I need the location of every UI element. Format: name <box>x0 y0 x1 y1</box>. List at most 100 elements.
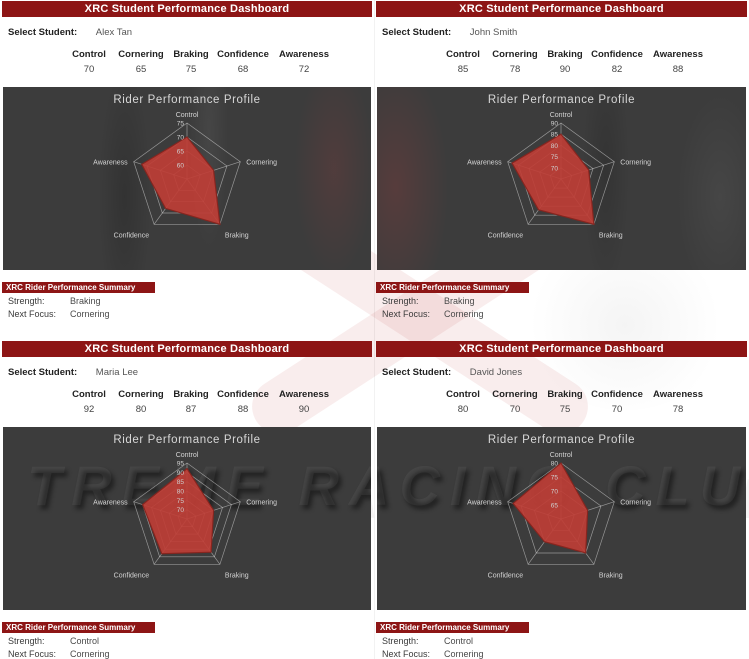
select-student-row: Select Student: Alex Tan <box>8 27 366 38</box>
next-focus-row: Next Focus: Cornering <box>2 309 374 319</box>
metric-value: 70 <box>611 404 623 415</box>
student-name-value[interactable]: Maria Lee <box>95 367 139 378</box>
metric-header: Awareness <box>653 49 703 60</box>
metric-value: 80 <box>457 404 469 415</box>
summary-title-banner: XRC Rider Performance Summary <box>376 622 529 633</box>
strength-row: Strength: Braking <box>376 296 749 306</box>
radar-chart-panel: Rider Performance Profile 75 70 65 60 Contro… <box>3 87 371 270</box>
metric-header: Braking <box>173 389 209 400</box>
metric-value: 78 <box>509 64 521 75</box>
svg-text:Confidence: Confidence <box>488 572 524 579</box>
svg-text:70: 70 <box>177 507 185 514</box>
next-focus-value: Cornering <box>70 309 110 319</box>
svg-text:Control: Control <box>550 112 573 119</box>
summary-title-banner: XRC Rider Performance Summary <box>2 282 155 293</box>
radar-chart-panel: TREME RACING CLUB Rider Performance Prof… <box>377 427 746 610</box>
metric-header: Confidence <box>591 389 643 400</box>
summary-section: XRC Rider Performance Summary Strength: … <box>0 610 374 659</box>
strength-value: Braking <box>70 296 101 306</box>
metric-header: Cornering <box>492 389 538 400</box>
svg-text:70: 70 <box>551 165 559 172</box>
svg-text:70: 70 <box>551 489 559 496</box>
next-focus-label: Next Focus: <box>382 309 431 319</box>
student-info-section: Select Student: David Jones Control 80 C… <box>374 357 749 427</box>
student-name-value[interactable]: David Jones <box>469 367 523 378</box>
metric-value: 92 <box>83 404 95 415</box>
radar-chart: 80 75 70 65 Control Cornering Braking Confidenc… <box>467 452 651 579</box>
next-focus-label: Next Focus: <box>382 649 431 659</box>
svg-text:Cornering: Cornering <box>620 500 651 507</box>
metric-header: Confidence <box>217 49 269 60</box>
radar-chart: 95 90 85 80 75 70 Control Cornering Braking Confi… <box>93 452 277 579</box>
metric-value: 65 <box>135 64 147 75</box>
next-focus-value: Cornering <box>70 649 110 659</box>
svg-text:Awareness: Awareness <box>93 160 128 167</box>
svg-text:Confidence: Confidence <box>114 232 150 239</box>
dashboard-title: XRC Student Performance Dashboard <box>459 343 664 355</box>
chart-title: Rider Performance Profile <box>487 434 636 446</box>
svg-text:75: 75 <box>551 475 559 482</box>
metric-header: Control <box>72 49 106 60</box>
metric-header: Awareness <box>279 49 329 60</box>
metric-value: 72 <box>298 64 310 75</box>
svg-text:Braking: Braking <box>599 572 623 579</box>
next-focus-row: Next Focus: Cornering <box>2 649 374 659</box>
quadrant-divider <box>374 0 375 659</box>
metric-header: Cornering <box>492 49 538 60</box>
dashboard-title: XRC Student Performance Dashboard <box>84 3 290 15</box>
strength-label: Strength: <box>382 296 419 306</box>
student-dashboard-panel: XRC Student Performance Dashboard Select… <box>0 340 374 659</box>
next-focus-row: Next Focus: Cornering <box>376 649 749 659</box>
svg-text:Braking: Braking <box>225 232 249 239</box>
strength-label: Strength: <box>8 296 45 306</box>
summary-section: XRC Rider Performance Summary Strength: … <box>374 270 749 340</box>
metrics-table: Control 70 Cornering 65 Braking 75 Confi… <box>66 49 366 75</box>
metric-column-braking: Braking 75 <box>170 49 212 75</box>
metrics-table: Control 92 Cornering 80 Braking 87 Confi… <box>66 389 366 415</box>
strength-label: Strength: <box>382 636 419 646</box>
radar-chart: 75 70 65 60 Control Cornering Braking Confidenc… <box>93 112 277 239</box>
svg-text:Awareness: Awareness <box>467 500 502 507</box>
svg-text:Cornering: Cornering <box>620 160 651 167</box>
metric-column-control: Control 80 <box>440 389 486 415</box>
select-student-label: Select Student: <box>382 27 452 38</box>
metric-column-braking: Braking 75 <box>544 389 586 415</box>
metric-column-cornering: Cornering 65 <box>114 49 168 75</box>
svg-text:Awareness: Awareness <box>467 160 502 167</box>
metric-value: 68 <box>237 64 249 75</box>
student-dashboard-panel: XRC Student Performance Dashboard Select… <box>374 0 749 340</box>
metric-header: Awareness <box>279 389 329 400</box>
summary-title: XRC Rider Performance Summary <box>6 623 136 632</box>
dashboard-title-banner: XRC Student Performance Dashboard <box>376 341 747 357</box>
strength-value: Braking <box>444 296 475 306</box>
svg-text:75: 75 <box>177 498 185 505</box>
summary-title: XRC Rider Performance Summary <box>6 283 136 292</box>
svg-text:Awareness: Awareness <box>93 500 128 507</box>
student-info-section: Select Student: Maria Lee Control 92 Cor… <box>0 357 374 427</box>
dashboard-title-banner: XRC Student Performance Dashboard <box>2 341 372 357</box>
svg-text:75: 75 <box>177 121 185 128</box>
svg-text:Confidence: Confidence <box>488 232 524 239</box>
metric-column-control: Control 85 <box>440 49 486 75</box>
summary-title: XRC Rider Performance Summary <box>380 623 510 632</box>
svg-text:75: 75 <box>551 154 559 161</box>
svg-text:80: 80 <box>177 489 185 496</box>
metric-header: Braking <box>173 49 209 60</box>
student-name-value[interactable]: John Smith <box>469 27 518 38</box>
radar-chart-panel: Rider Performance Profile 90 85 80 75 70 Cont… <box>377 87 746 270</box>
metric-value: 85 <box>457 64 469 75</box>
student-name-value[interactable]: Alex Tan <box>95 27 133 38</box>
svg-text:65: 65 <box>177 149 185 156</box>
metric-header: Control <box>72 389 106 400</box>
student-dashboard-panel: XRC Student Performance Dashboard Select… <box>0 0 374 340</box>
chart-title: Rider Performance Profile <box>487 94 636 106</box>
metric-header: Control <box>446 389 480 400</box>
svg-text:90: 90 <box>551 121 559 128</box>
next-focus-label: Next Focus: <box>8 309 57 319</box>
next-focus-row: Next Focus: Cornering <box>376 309 749 319</box>
svg-text:95: 95 <box>177 461 185 468</box>
summary-title: XRC Rider Performance Summary <box>380 283 510 292</box>
summary-title-banner: XRC Rider Performance Summary <box>2 622 155 633</box>
dashboard-title: XRC Student Performance Dashboard <box>84 343 290 355</box>
metric-column-control: Control 70 <box>66 49 112 75</box>
